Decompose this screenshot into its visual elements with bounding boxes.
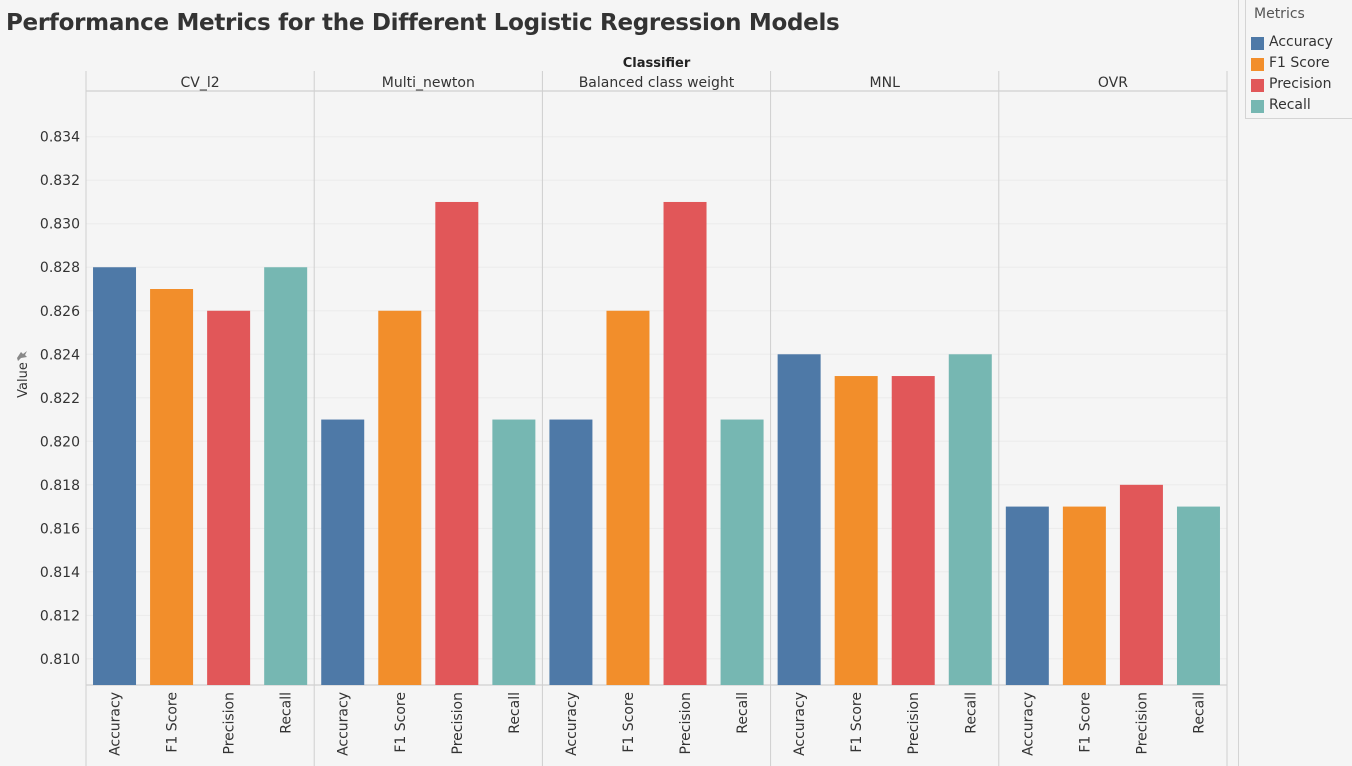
legend-label-f1-score: F1 Score (1269, 55, 1330, 71)
x-tick-label-f1-score: F1 Score (1077, 692, 1093, 753)
x-tick-label-precision: Precision (906, 692, 922, 754)
panel-divider (1238, 0, 1239, 766)
bar-balanced-class-weight-recall (720, 419, 764, 685)
chart-title: Performance Metrics for the Different Lo… (6, 10, 840, 36)
bar-ovr-precision (1119, 484, 1163, 685)
bar-cv-l2-precision (207, 310, 251, 685)
x-tick-label-accuracy: Accuracy (564, 692, 580, 756)
x-tick-label-f1-score: F1 Score (621, 692, 637, 753)
legend-swatch-f1-score (1251, 58, 1264, 71)
legend-title: Metrics (1254, 6, 1305, 22)
bar-balanced-class-weight-f1-score (606, 310, 650, 685)
y-tick-label: 0.822 (40, 391, 80, 407)
bar-cv-l2-accuracy (93, 267, 137, 685)
legend-label-precision: Precision (1269, 76, 1332, 92)
group-header-ovr: OVR (1098, 75, 1128, 91)
y-tick-label: 0.828 (40, 260, 80, 276)
bar-multi-newton-f1-score (378, 310, 422, 685)
bar-balanced-class-weight-accuracy (549, 419, 593, 685)
y-tick-label: 0.816 (40, 521, 80, 537)
x-tick-label-precision: Precision (222, 692, 238, 754)
y-tick-label: 0.832 (40, 173, 80, 189)
y-tick-label: 0.810 (40, 652, 80, 668)
bar-ovr-recall (1176, 506, 1220, 685)
bar-ovr-f1-score (1062, 506, 1106, 685)
bar-mnl-precision (891, 376, 935, 685)
bar-mnl-f1-score (834, 376, 878, 685)
x-tick-label-accuracy: Accuracy (1020, 692, 1036, 756)
legend-label-recall: Recall (1269, 97, 1311, 113)
x-tick-label-accuracy: Accuracy (336, 692, 352, 756)
bar-mnl-accuracy (777, 354, 821, 685)
x-tick-label-accuracy: Accuracy (792, 692, 808, 756)
legend-swatch-accuracy (1251, 37, 1264, 50)
y-tick-label: 0.820 (40, 434, 80, 450)
y-tick-label: 0.834 (40, 130, 80, 146)
y-tick-label: 0.826 (40, 304, 80, 320)
x-tick-label-f1-score: F1 Score (393, 692, 409, 753)
bar-balanced-class-weight-precision (663, 201, 707, 685)
bar-mnl-recall (948, 354, 992, 685)
group-header-cv-l2: CV_l2 (181, 75, 220, 91)
group-header-balanced-class-weight: Balanced class weight (579, 75, 735, 91)
x-tick-label-f1-score: F1 Score (849, 692, 865, 753)
x-tick-label-recall: Recall (963, 692, 979, 734)
y-tick-label: 0.814 (40, 565, 80, 581)
x-tick-label-recall: Recall (279, 692, 295, 734)
column-header-title: Classifier (623, 56, 691, 71)
legend-swatch-precision (1251, 79, 1264, 92)
bar-multi-newton-accuracy (321, 419, 365, 685)
legend-swatch-recall (1251, 100, 1264, 113)
bar-multi-newton-precision (435, 201, 479, 685)
x-tick-label-recall: Recall (1191, 692, 1207, 734)
y-tick-label: 0.812 (40, 608, 80, 624)
group-header-multi-newton: Multi_newton (382, 75, 475, 91)
x-tick-label-precision: Precision (678, 692, 694, 754)
y-axis-label: Value (16, 362, 31, 398)
bar-ovr-accuracy (1005, 506, 1049, 685)
pin-icon (17, 351, 27, 361)
y-tick-label: 0.830 (40, 217, 80, 233)
bar-chart: 0.810 0.812 0.814 0.816 0.818 0.820 0.822 0.824… (16, 56, 1228, 766)
x-tick-label-accuracy: Accuracy (108, 692, 124, 756)
group-header-mnl: MNL (870, 75, 901, 91)
legend-label-accuracy: Accuracy (1269, 34, 1333, 50)
y-tick-label: 0.818 (40, 478, 80, 494)
bar-multi-newton-recall (492, 419, 536, 685)
bar-cv-l2-f1-score (150, 289, 194, 685)
legend[interactable]: Metrics Accuracy F1 Score Precision Reca… (1245, 0, 1352, 119)
bar-cv-l2-recall (264, 267, 308, 685)
x-tick-label-f1-score: F1 Score (165, 692, 181, 753)
x-tick-label-precision: Precision (450, 692, 466, 754)
x-tick-label-precision: Precision (1134, 692, 1150, 754)
x-tick-label-recall: Recall (507, 692, 523, 734)
x-tick-label-recall: Recall (735, 692, 751, 734)
y-tick-label: 0.824 (40, 347, 80, 363)
